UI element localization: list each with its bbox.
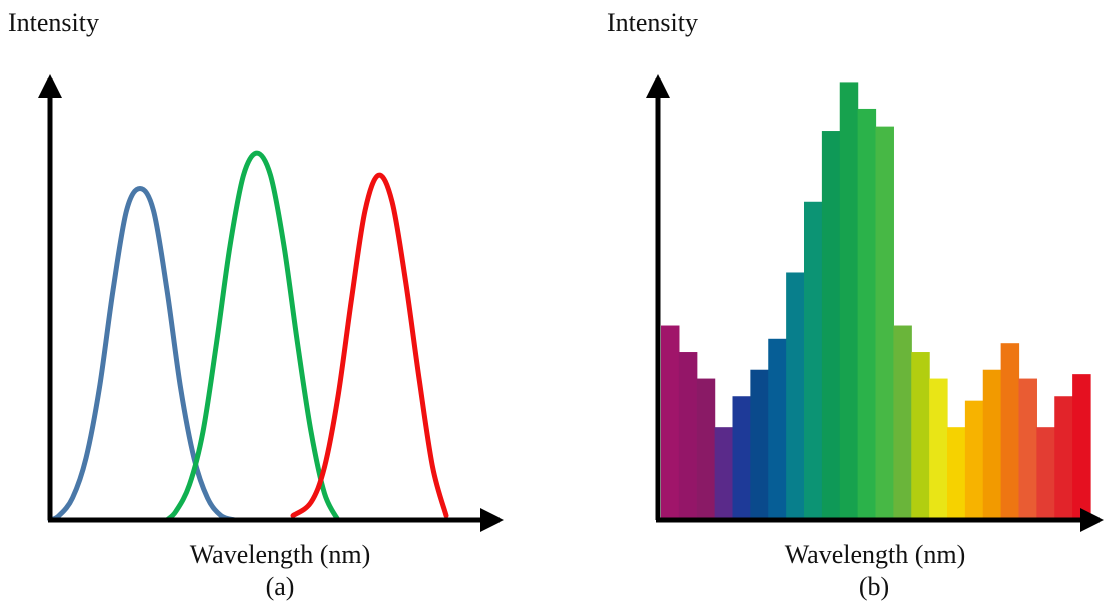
panel-b-bar-15 [911,352,930,520]
panel-b-bar-23 [1054,396,1073,520]
panel-b-bar-1 [661,325,680,520]
panel-b-bar-22 [1036,427,1055,520]
panel-b-bar-19 [982,369,1002,520]
panel-a-curve-green [164,150,341,523]
panel-b-bar-5 [732,396,751,520]
panel-b-x-axis-label: Wavelength (nm) [784,540,966,569]
panel-a-caption: (a) [265,572,295,601]
panel-b-bar-4 [714,427,734,520]
panel-b-bar-16 [929,378,948,520]
panel-b-bar-24 [1072,374,1091,520]
panel-b-bar-chart [646,74,1104,532]
panel-a-x-axis-label: Wavelength (nm) [189,540,371,569]
panel-a-y-axis-label: Intensity [8,8,99,37]
panel-b-bar-20 [1000,343,1020,520]
panel-a-curve-blue [47,186,237,523]
panel-b-bar-6 [750,369,769,520]
panel-b-caption: (b) [858,572,890,601]
panel-b-bar-11 [839,82,859,521]
panel-a-curves [47,150,449,523]
panel-b-bar-17 [947,427,966,520]
panel-b-bar-9 [804,201,823,520]
panel-b-bar-2 [678,352,698,520]
panel-b-bar-8 [786,272,805,520]
panel-b-bar-3 [696,378,716,520]
panel-b-bar-14 [893,325,912,520]
panel-b-bar-21 [1018,378,1037,520]
panel-b-y-axis-label: Intensity [607,8,698,37]
panel-b-bar-10 [821,131,841,521]
panel-a-curve-red [290,172,449,519]
panel-b-bars [661,82,1091,521]
panel-b-bar-13 [875,126,894,521]
panel-b-bar-7 [768,338,787,520]
panel-a-line-chart [38,74,504,532]
panel-b-bar-12 [857,108,877,520]
panel-b-bar-18 [964,400,984,520]
